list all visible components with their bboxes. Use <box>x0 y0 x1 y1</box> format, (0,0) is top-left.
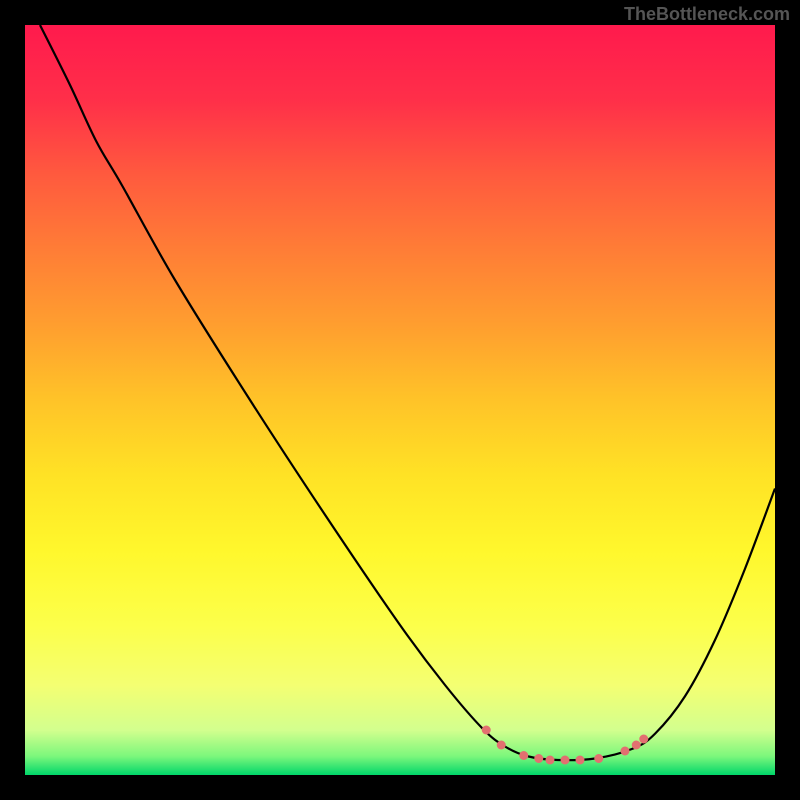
curve-marker <box>519 751 528 760</box>
bottleneck-curve-layer <box>25 25 775 775</box>
curve-marker <box>621 747 630 756</box>
curve-marker <box>576 756 585 765</box>
curve-marker <box>639 735 648 744</box>
curve-marker <box>482 726 491 735</box>
curve-marker <box>632 741 641 750</box>
watermark-text: TheBottleneck.com <box>624 4 790 25</box>
curve-markers-group <box>482 726 649 765</box>
curve-marker <box>497 741 506 750</box>
curve-marker <box>546 756 555 765</box>
bottleneck-curve <box>40 25 775 760</box>
curve-marker <box>561 756 570 765</box>
curve-marker <box>594 754 603 763</box>
curve-marker <box>534 754 543 763</box>
plot-area <box>25 25 775 775</box>
